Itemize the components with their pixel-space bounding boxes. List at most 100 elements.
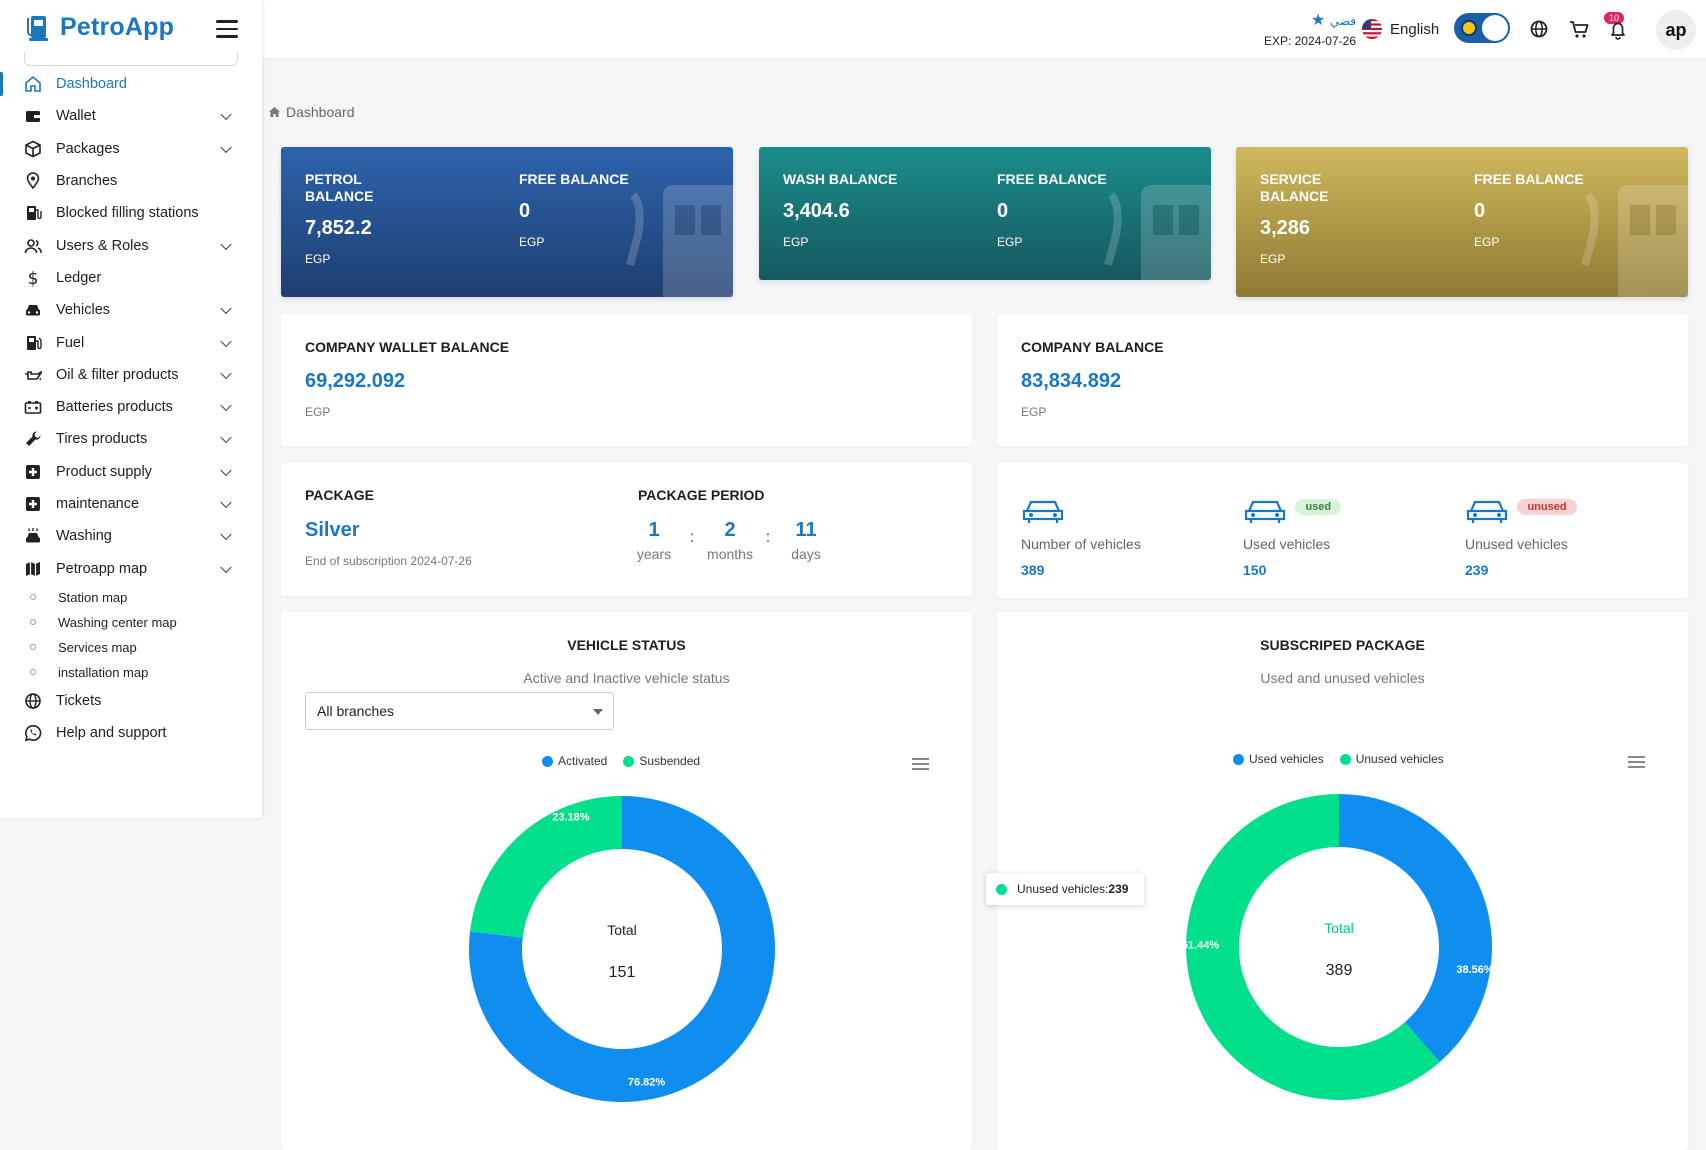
sidebar-item-maintenance[interactable]: maintenance (0, 488, 262, 520)
petrol-balance-card: PETROL BALANCE 7,852.2 EGP FREE BALANCE … (281, 147, 733, 297)
fuel-pump-icon (1581, 185, 1688, 297)
sidebar-item-tickets[interactable]: Tickets (0, 685, 262, 717)
wash-balance-card: WASH BALANCE 3,404.6 EGP FREE BALANCE 0 … (759, 147, 1211, 280)
sidebar-item-product-supply[interactable]: Product supply (0, 456, 262, 488)
sidebar-item-packages[interactable]: Packages (0, 133, 262, 165)
vehicle-status-subtitle: Active and Inactive vehicle status (523, 670, 730, 686)
wash-balance-unit: EGP (783, 235, 809, 249)
logo-icon (27, 16, 48, 41)
petrol-balance-value: 7,852.2 (305, 217, 372, 239)
us-flag-icon (1362, 19, 1382, 39)
sidebar-item-help-and-support[interactable]: Help and support (0, 717, 262, 749)
package-icon (24, 140, 42, 158)
cart-icon[interactable] (1568, 18, 1590, 40)
vehicles-used-value: 150 (1243, 562, 1267, 578)
bullet-icon (30, 594, 36, 601)
sidebar-item-label: Dashboard (56, 76, 127, 93)
donut-slice-unused-vehicles[interactable] (1186, 794, 1440, 1100)
donut-slice-used-vehicles[interactable] (1339, 794, 1492, 1063)
branch-select[interactable]: All branches (305, 692, 614, 730)
sidebar-item-washing[interactable]: Washing (0, 520, 262, 552)
service-balance-unit: EGP (1260, 252, 1286, 266)
sidebar-item-label: Wallet (56, 108, 96, 125)
company-balance-card: COMPANY BALANCE 83,834.892 EGP (997, 314, 1688, 446)
sidebar-item-dashboard[interactable]: Dashboard (0, 68, 262, 100)
sun-icon (1461, 20, 1477, 36)
donut-total-value: 151 (609, 964, 636, 981)
vehicles-total-value: 389 (1021, 562, 1045, 578)
car-icon (24, 301, 42, 319)
unused-badge: unused (1517, 499, 1577, 515)
sidebar-item-users-roles[interactable]: Users & Roles (0, 229, 262, 261)
package-name: Silver (305, 519, 360, 541)
tooltip-label: Unused vehicles: (1017, 882, 1109, 896)
plan-name: ★ فضي (1311, 12, 1356, 29)
legend-item-activated[interactable]: Activated (542, 754, 607, 768)
legend-item-unused[interactable]: Unused vehicles (1339, 752, 1444, 766)
sidebar-item-label: Washing (56, 528, 112, 545)
package-period: 1 years : 2 months : 11 days (629, 519, 831, 562)
vehicle-status-donut: 76.82% 23.18% Total 151 (469, 796, 775, 1102)
legend-item-suspended[interactable]: Susbended (623, 754, 700, 768)
sidebar-item-tires-products[interactable]: Tires products (0, 423, 262, 455)
sidebar-item-wallet[interactable]: Wallet (0, 100, 262, 132)
sidebar-item-label: Fuel (56, 334, 85, 351)
legend-item-used[interactable]: Used vehicles (1233, 752, 1324, 766)
donut-slice-activated[interactable] (469, 796, 775, 1102)
chart-menu-icon[interactable] (912, 758, 929, 771)
breadcrumb-label: Dashboard (286, 104, 355, 120)
sidebar-item-ledger[interactable]: $ Ledger (0, 262, 262, 294)
company-balance-value: 83,834.892 (1021, 370, 1122, 392)
package-title: PACKAGE (305, 487, 374, 503)
breadcrumb[interactable]: Dashboard (268, 104, 355, 120)
legend-swatch (623, 755, 635, 767)
bullet-icon (30, 644, 36, 651)
chart-menu-icon[interactable] (1628, 756, 1645, 769)
vehicle-status-card: VEHICLE STATUS Active and Inactive vehic… (281, 612, 972, 1150)
language-label: English (1390, 20, 1440, 38)
fuel-pump-icon (626, 185, 733, 297)
language-selector[interactable]: English (1362, 19, 1439, 39)
sidebar-item-label: Petroapp map (56, 560, 148, 577)
vehicles-used: used Used vehicles 150 (1243, 497, 1342, 578)
service-balance-value: 3,286 (1260, 217, 1311, 239)
sidebar-subitem-washing-center-map[interactable]: Washing center map (0, 610, 262, 635)
bell-icon[interactable] (1607, 19, 1629, 41)
period-separator: : (765, 529, 771, 546)
avatar[interactable]: ap (1656, 10, 1696, 50)
sidebar-item-fuel[interactable]: Fuel (0, 326, 262, 358)
donut-slice-susbended[interactable] (470, 796, 622, 938)
wallet-value: 69,292.092 (305, 370, 406, 392)
sidebar-subitem-label: Washing center map (58, 614, 177, 630)
sidebar-subitem-station-map[interactable]: Station map (0, 585, 262, 610)
sidebar-item-vehicles[interactable]: Vehicles (0, 294, 262, 326)
theme-toggle[interactable] (1454, 13, 1510, 43)
globe-icon[interactable] (1528, 18, 1550, 40)
legend-label: Used vehicles (1249, 752, 1324, 766)
service-free-balance-unit: EGP (1474, 235, 1500, 249)
petrol-free-balance-unit: EGP (519, 235, 545, 249)
bullet-icon (30, 619, 36, 626)
sidebar-item-oil-filter-products[interactable]: Oil & filter products (0, 359, 262, 391)
sidebar-search[interactable] (24, 52, 238, 66)
fuel-station-icon (24, 204, 42, 222)
vehicles-total-label: Number of vehicles (1021, 536, 1141, 552)
users-icon (24, 237, 42, 255)
petrol-free-balance-title: FREE BALANCE (519, 171, 629, 187)
sidebar-item-branches[interactable]: Branches (0, 165, 262, 197)
sidebar-item-label: Product supply (56, 463, 152, 480)
donut-slice-label: 38.56% (1456, 964, 1494, 976)
location-pin-icon (24, 172, 42, 190)
sidebar-item-petroapp-map[interactable]: Petroapp map (0, 552, 262, 584)
sidebar-item-batteries-products[interactable]: Batteries products (0, 391, 262, 423)
menu-toggle-button[interactable] (216, 20, 238, 38)
donut-slice-label: 76.82% (628, 1076, 666, 1088)
chevron-down-icon (220, 367, 232, 379)
sidebar-subitem-installation-map[interactable]: installation map (0, 660, 262, 685)
sidebar-item-blocked-filling-stations[interactable]: Blocked filling stations (0, 197, 262, 229)
sidebar-subitem-services-map[interactable]: Services map (0, 635, 262, 660)
period-years-label: years (636, 546, 672, 562)
logo[interactable]: PetroApp (26, 12, 174, 42)
sidebar-item-label: Oil & filter products (56, 366, 179, 383)
subscribed-package-subtitle: Used and unused vehicles (1260, 670, 1425, 686)
